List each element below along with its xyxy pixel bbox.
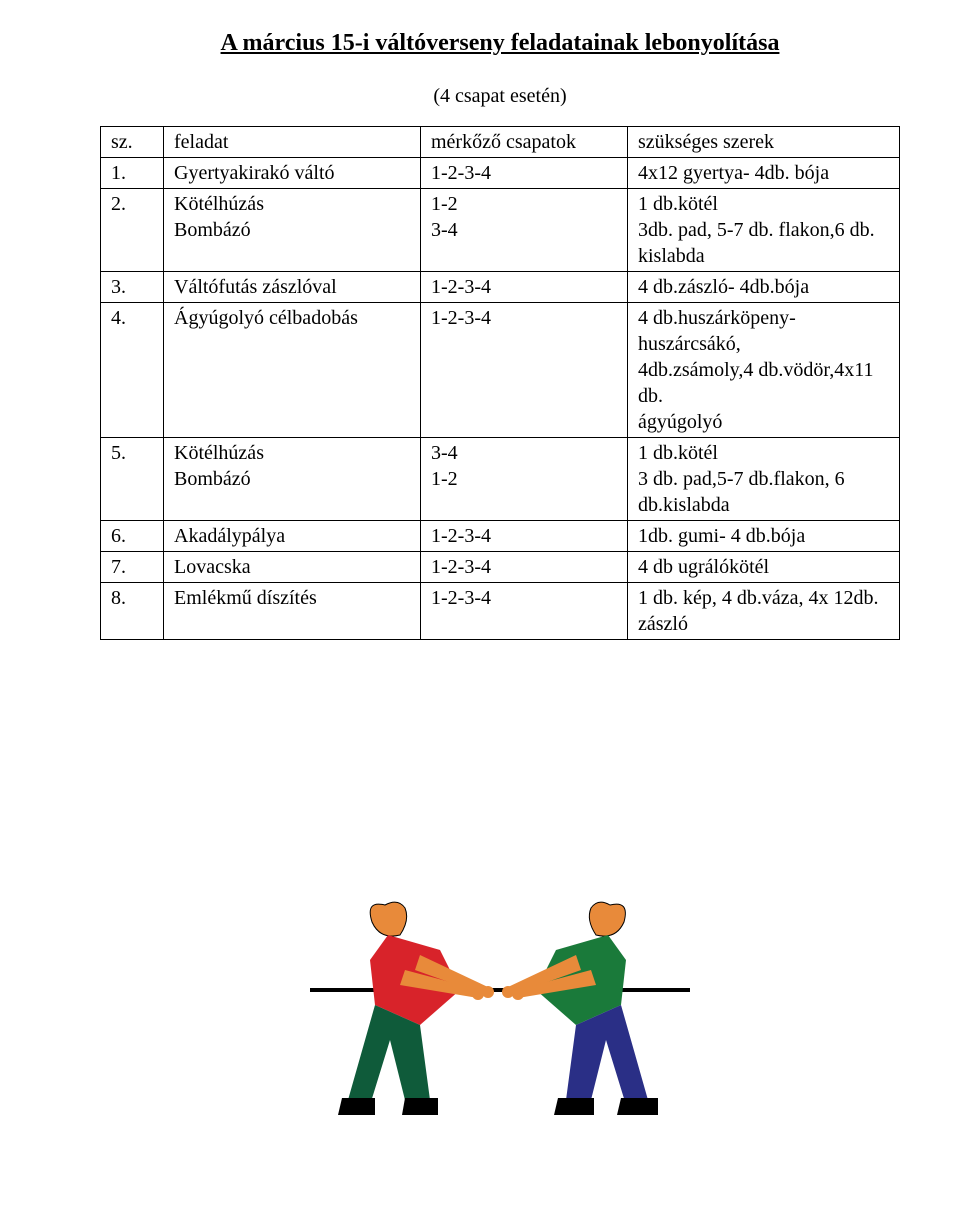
feladat: KötélhúzásBombázó	[174, 191, 414, 243]
cell-merkozo: 1-2-3-4	[421, 552, 628, 583]
col-feladat-head: feladat	[164, 127, 421, 158]
table-row: 5.KötélhúzásBombázó3-41-21 db.kötél3 db.…	[101, 438, 900, 521]
szerek-line: zászló	[638, 611, 893, 637]
cell-feladat: Emlékmű díszítés	[164, 583, 421, 640]
cell-feladat: Lovacska	[164, 552, 421, 583]
table-row: 7.Lovacska1-2-3-44 db ugrálókötél	[101, 552, 900, 583]
szerek: 1 db. kép, 4 db.váza, 4x 12db.zászló	[638, 585, 893, 637]
col-szerek-head: szükséges szerek	[628, 127, 900, 158]
col-sz-head: sz.	[101, 127, 164, 158]
cell-sz: 5.	[101, 438, 164, 521]
merkozo-line: 1-2	[431, 191, 621, 217]
cell-merkozo: 1-2-3-4	[421, 158, 628, 189]
cell-szerek: 4 db.zászló- 4db.bója	[628, 272, 900, 303]
table-row: 3.Váltófutás zászlóval1-2-3-44 db.zászló…	[101, 272, 900, 303]
cell-sz: 6.	[101, 521, 164, 552]
cell-szerek: 1db. gumi- 4 db.bója	[628, 521, 900, 552]
cell-szerek: 1 db. kép, 4 db.váza, 4x 12db.zászló	[628, 583, 900, 640]
cell-feladat: Ágyúgolyó célbadobás	[164, 303, 421, 438]
szerek-line: ágyúgolyó	[638, 409, 893, 435]
page-title: A március 15-i váltóverseny feladatainak…	[100, 30, 900, 57]
cell-sz: 3.	[101, 272, 164, 303]
szerek-line: 3 db. pad,5-7 db.flakon, 6 db.kislabda	[638, 466, 893, 518]
feladat-line: Kötélhúzás	[174, 440, 414, 466]
cell-merkozo: 1-2-3-4	[421, 583, 628, 640]
feladat: KötélhúzásBombázó	[174, 440, 414, 492]
cell-feladat: KötélhúzásBombázó	[164, 438, 421, 521]
table-header: sz.feladatmérkőző csapatokszükséges szer…	[101, 127, 900, 158]
cell-merkozo: 1-2-3-4	[421, 272, 628, 303]
cell-merkozo: 1-23-4	[421, 189, 628, 272]
cell-szerek: 4 db ugrálókötél	[628, 552, 900, 583]
szerek-line: 4db.zsámoly,4 db.vödör,4x11 db.	[638, 357, 893, 409]
cell-sz: 4.	[101, 303, 164, 438]
tug-of-war-illustration	[100, 840, 900, 1170]
merkozo-line: 3-4	[431, 217, 621, 243]
szerek-line: 4 db.huszárköpeny-huszárcsákó,	[638, 305, 893, 357]
merkozo-line: 3-4	[431, 440, 621, 466]
szerek: 1 db.kötél3db. pad, 5-7 db. flakon,6 db.…	[638, 191, 893, 269]
szerek-line: 1 db.kötél	[638, 440, 893, 466]
szerek-line: 3db. pad, 5-7 db. flakon,6 db. kislabda	[638, 217, 893, 269]
szerek-line: 1 db. kép, 4 db.váza, 4x 12db.	[638, 585, 893, 611]
szerek: 1 db.kötél3 db. pad,5-7 db.flakon, 6 db.…	[638, 440, 893, 518]
feladat-line: Bombázó	[174, 217, 414, 243]
szerek: 4 db.huszárköpeny-huszárcsákó,4db.zsámol…	[638, 305, 893, 435]
table-row: 8.Emlékmű díszítés1-2-3-41 db. kép, 4 db…	[101, 583, 900, 640]
cell-sz: 2.	[101, 189, 164, 272]
cell-merkozo: 1-2-3-4	[421, 303, 628, 438]
szerek-line: 1 db.kötél	[638, 191, 893, 217]
cell-szerek: 4 db.huszárköpeny-huszárcsákó,4db.zsámol…	[628, 303, 900, 438]
cell-feladat: Gyertyakirakó váltó	[164, 158, 421, 189]
feladat-line: Bombázó	[174, 466, 414, 492]
table-row: 2.KötélhúzásBombázó1-23-41 db.kötél3db. …	[101, 189, 900, 272]
cell-feladat: KötélhúzásBombázó	[164, 189, 421, 272]
cell-szerek: 1 db.kötél3 db. pad,5-7 db.flakon, 6 db.…	[628, 438, 900, 521]
cell-feladat: Váltófutás zászlóval	[164, 272, 421, 303]
table-row: 1.Gyertyakirakó váltó1-2-3-44x12 gyertya…	[101, 158, 900, 189]
cell-szerek: 4x12 gyertya- 4db. bója	[628, 158, 900, 189]
cell-sz: 1.	[101, 158, 164, 189]
cell-sz: 8.	[101, 583, 164, 640]
page-subtitle: (4 csapat esetén)	[100, 85, 900, 108]
cell-szerek: 1 db.kötél3db. pad, 5-7 db. flakon,6 db.…	[628, 189, 900, 272]
merkozo: 1-23-4	[431, 191, 621, 243]
merkozo-line: 1-2	[431, 466, 621, 492]
col-merkozo-head: mérkőző csapatok	[421, 127, 628, 158]
merkozo: 3-41-2	[431, 440, 621, 492]
cell-merkozo: 1-2-3-4	[421, 521, 628, 552]
cell-feladat: Akadálypálya	[164, 521, 421, 552]
tasks-table: sz.feladatmérkőző csapatokszükséges szer…	[100, 126, 900, 640]
table-row: 4.Ágyúgolyó célbadobás1-2-3-44 db.huszár…	[101, 303, 900, 438]
feladat-line: Kötélhúzás	[174, 191, 414, 217]
table-row: 6.Akadálypálya1-2-3-41db. gumi- 4 db.bój…	[101, 521, 900, 552]
cell-merkozo: 3-41-2	[421, 438, 628, 521]
cell-sz: 7.	[101, 552, 164, 583]
